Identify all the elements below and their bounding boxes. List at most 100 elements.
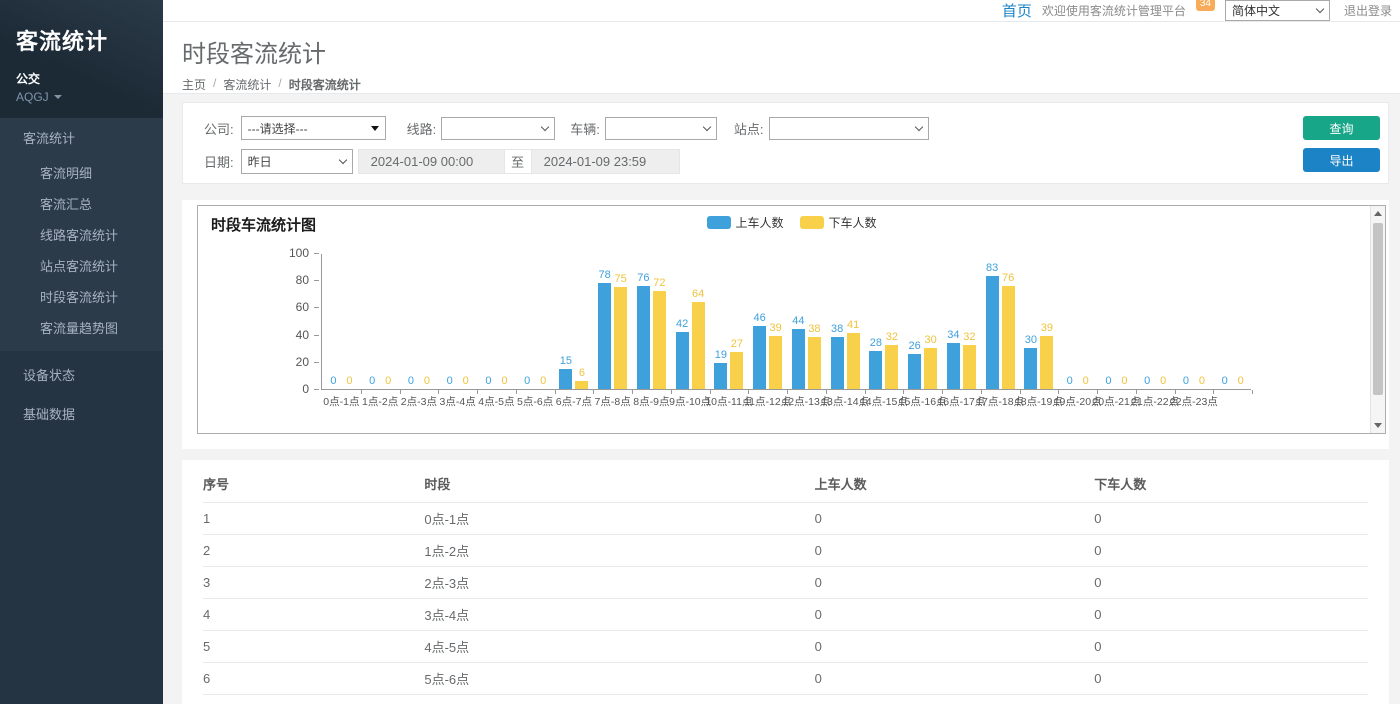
bar — [730, 352, 743, 389]
date-end-input[interactable]: 2024-01-09 23:59 — [531, 149, 680, 174]
bar-group: 837617点-18点 — [981, 254, 1020, 389]
sidebar-item-base-data[interactable]: 基础数据 — [0, 394, 163, 433]
table-cell: 3点-4点 — [424, 599, 814, 631]
bar-value-label: 44 — [792, 315, 804, 328]
table-cell: 1点-2点 — [424, 535, 814, 567]
bar-group: 00 — [1213, 254, 1252, 389]
table-cell: 5 — [203, 631, 424, 663]
bar-value-label: 26 — [909, 340, 921, 353]
scrollbar-thumb[interactable] — [1373, 223, 1383, 395]
sidebar-subitem[interactable]: 时段客流统计 — [0, 281, 163, 312]
bar-group: 003点-4点 — [438, 254, 477, 389]
table-row: 32点-3点00 — [203, 567, 1368, 599]
sidebar-subitem[interactable]: 线路客流统计 — [0, 219, 163, 250]
vehicle-select[interactable] — [605, 117, 717, 140]
bar-group: 000点-1点 — [322, 254, 361, 389]
date-start-input[interactable]: 2024-01-09 00:00 — [358, 149, 505, 174]
sidebar-item-device-status[interactable]: 设备状态 — [0, 355, 163, 394]
sidebar-subitem[interactable]: 站点客流统计 — [0, 250, 163, 281]
dropdown-arrow-icon — [371, 126, 379, 131]
bar-column: 0 — [459, 375, 472, 389]
bar — [1040, 336, 1053, 389]
bar — [769, 336, 782, 389]
bar-value-label: 0 — [463, 375, 469, 388]
legend-label: 上车人数 — [735, 214, 783, 231]
bar-column: 28 — [869, 337, 882, 389]
chevron-down-icon — [54, 95, 62, 99]
org-code-dropdown[interactable]: AQGJ — [16, 90, 163, 104]
bar-column: 42 — [676, 318, 689, 389]
bar — [792, 329, 805, 389]
bar-value-label: 27 — [731, 338, 743, 351]
bar — [924, 348, 937, 389]
bar-column: 76 — [1002, 272, 1015, 389]
x-tick-label: 3点-4点 — [440, 394, 476, 409]
line-select[interactable] — [441, 117, 555, 140]
table-cell: 0点-1点 — [424, 503, 814, 535]
bar-value-label: 0 — [485, 375, 491, 388]
home-link[interactable]: 首页 — [1002, 0, 1032, 21]
filter-card: 公司: ---请选择--- 线路: 车辆: 站点: — [182, 102, 1389, 184]
bar-value-label: 19 — [715, 349, 727, 362]
query-button[interactable]: 查询 — [1303, 116, 1380, 140]
chart-body: 020406080100 000点-1点001点-2点002点-3点003点-4… — [198, 254, 1369, 414]
sidebar: 客流统计 公交 AQGJ 客流统计 客流明细客流汇总线路客流统计站点客流统计时段… — [0, 0, 163, 704]
date-label: 日期: — [204, 152, 234, 171]
date-preset-select[interactable]: 昨日 — [241, 149, 353, 174]
bar-column: 0 — [1234, 375, 1247, 389]
language-value: 简体中文 — [1232, 2, 1280, 19]
date-to-label: 至 — [505, 149, 531, 174]
x-tick-label: 5点-6点 — [517, 394, 553, 409]
chart-scrollbar[interactable] — [1370, 206, 1385, 433]
bar-value-label: 76 — [637, 272, 649, 285]
col-period: 时段 — [424, 460, 814, 503]
bar-column: 0 — [420, 375, 433, 389]
breadcrumb-separator: / — [213, 76, 216, 93]
x-tick-label: 22点-23点 — [1170, 394, 1218, 409]
scroll-down-arrow-icon[interactable] — [1371, 418, 1385, 433]
table-cell: 1 — [203, 503, 424, 535]
chevron-down-icon — [703, 122, 711, 130]
bar-value-label: 0 — [330, 375, 336, 388]
y-tick-label: 40 — [296, 329, 309, 342]
sidebar-subitem[interactable]: 客流汇总 — [0, 188, 163, 219]
sidebar-subitem[interactable]: 客流明细 — [0, 157, 163, 188]
bar-value-label: 46 — [754, 312, 766, 325]
logout-link[interactable]: 退出登录 — [1344, 2, 1392, 19]
table-cell: 6 — [203, 663, 424, 695]
company-select[interactable]: ---请选择--- — [241, 116, 386, 140]
notification-badge: 34 — [1196, 0, 1215, 11]
app: 客流统计 公交 AQGJ 客流统计 客流明细客流汇总线路客流统计站点客流统计时段… — [0, 0, 1400, 704]
bar-group: 1566点-7点 — [555, 254, 594, 389]
legend-item-boarding[interactable]: 上车人数 — [706, 214, 783, 231]
sidebar-subitem[interactable]: 客流量趋势图 — [0, 312, 163, 343]
language-select[interactable]: 简体中文 — [1225, 0, 1330, 21]
date-preset-value: 昨日 — [248, 153, 272, 170]
y-tick — [314, 389, 319, 390]
x-tick-label: 6点-7点 — [556, 394, 592, 409]
breadcrumb-home[interactable]: 主页 — [182, 76, 206, 93]
bar — [637, 286, 650, 389]
breadcrumb-section[interactable]: 客流统计 — [223, 76, 271, 93]
bar-group: 42649点-10点 — [671, 254, 710, 389]
bar-column: 0 — [404, 375, 417, 389]
sidebar-item-passenger-stats[interactable]: 客流统计 — [0, 118, 163, 157]
table-row: 65点-6点00 — [203, 663, 1368, 695]
station-select[interactable] — [769, 117, 929, 140]
bar-column: 30 — [1024, 334, 1037, 389]
bar — [1002, 286, 1015, 389]
table-card: 序号 时段 上车人数 下车人数 10点-1点0021点-2点0032点-3点00… — [182, 460, 1389, 704]
bar-column: 0 — [366, 375, 379, 389]
y-tick — [314, 280, 319, 281]
bar-value-label: 0 — [1105, 375, 1111, 388]
content: 公司: ---请选择--- 线路: 车辆: 站点: — [163, 94, 1400, 704]
table-cell: 7 — [203, 695, 424, 704]
scroll-up-arrow-icon[interactable] — [1371, 206, 1385, 221]
legend-item-alighting[interactable]: 下车人数 — [800, 214, 877, 231]
bar-value-label: 0 — [501, 375, 507, 388]
nav-rest: 设备状态 基础数据 — [0, 351, 163, 433]
export-button[interactable]: 导出 — [1303, 148, 1380, 172]
bar-value-label: 30 — [925, 334, 937, 347]
table-row: 10点-1点00 — [203, 503, 1368, 535]
bar-column: 0 — [1079, 375, 1092, 389]
